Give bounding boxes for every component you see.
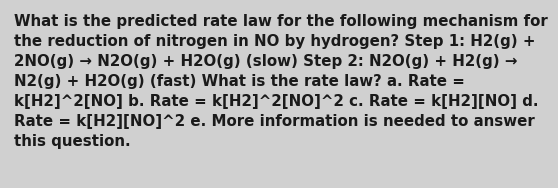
Text: What is the predicted rate law for the following mechanism for
the reduction of : What is the predicted rate law for the f…: [14, 14, 548, 149]
